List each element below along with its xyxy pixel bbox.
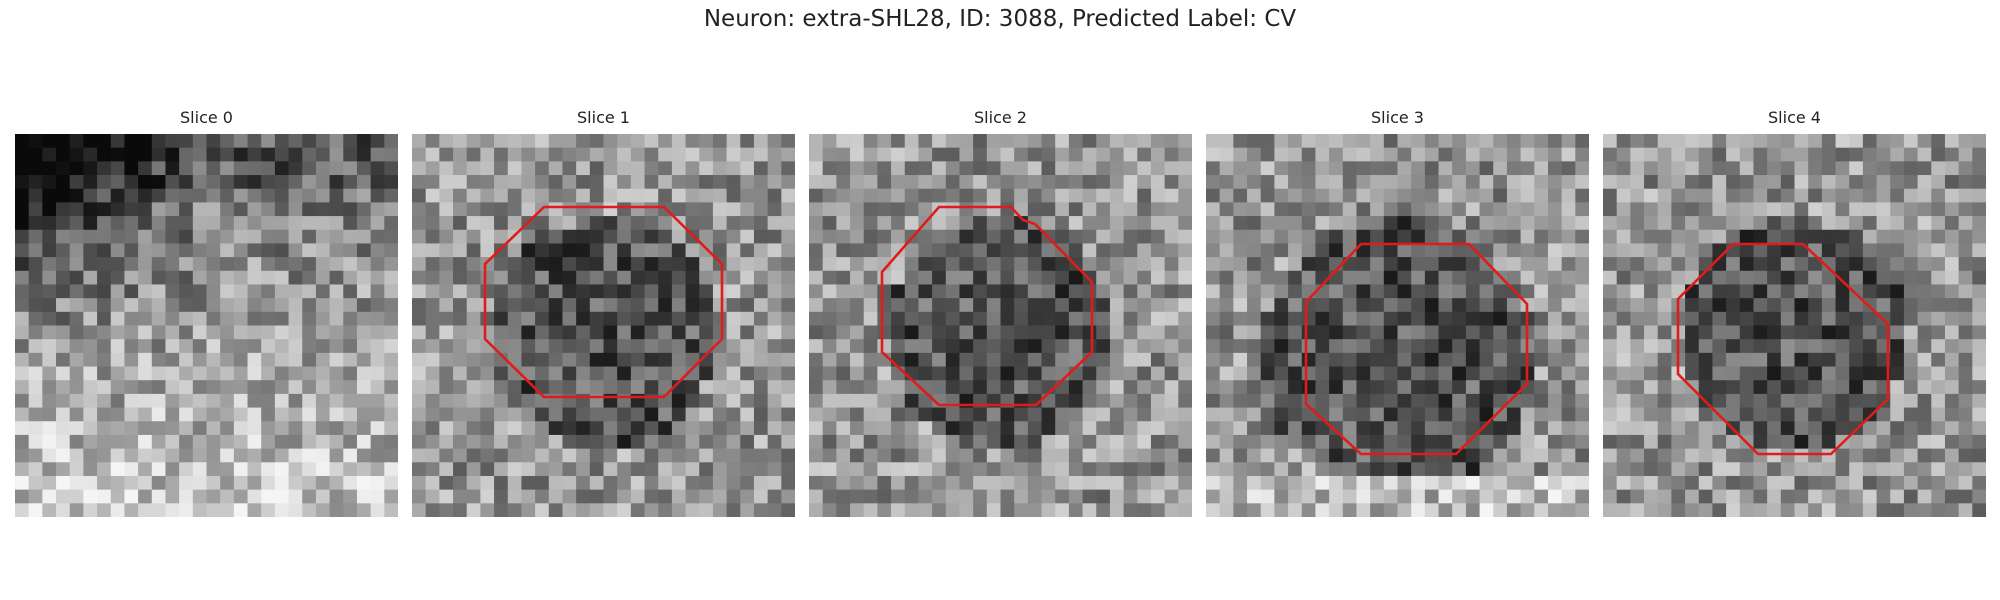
cell-outline <box>1304 242 1529 456</box>
slice-image <box>412 134 795 517</box>
slice-image <box>1206 134 1589 517</box>
slice-image <box>809 134 1192 517</box>
slice-title: Slice 4 <box>1768 108 1821 127</box>
slice-title: Slice 0 <box>180 108 233 127</box>
figure-title: Neuron: extra-SHL28, ID: 3088, Predicted… <box>703 6 1297 32</box>
cell-outline <box>880 205 1094 407</box>
slice-title: Slice 2 <box>974 108 1027 127</box>
slice-title: Slice 3 <box>1371 108 1424 127</box>
slice-image <box>1603 134 1986 517</box>
slice-title: Slice 1 <box>577 108 630 127</box>
slice-image <box>15 134 398 517</box>
cell-outline <box>1676 242 1890 456</box>
cell-outline <box>483 205 724 399</box>
